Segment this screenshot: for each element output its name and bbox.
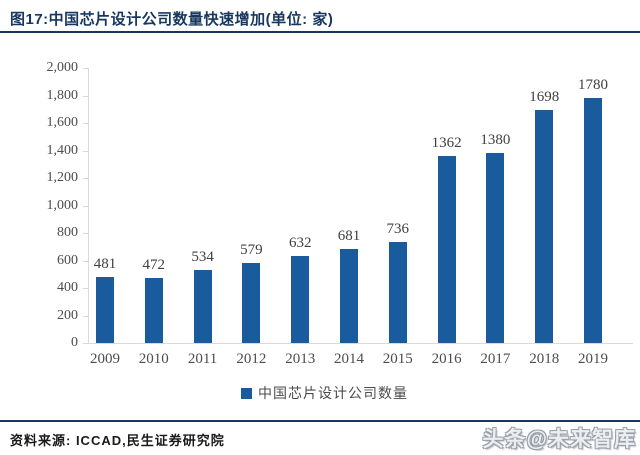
x-axis-tick-label: 2019 bbox=[578, 351, 608, 367]
footer-divider bbox=[0, 420, 640, 422]
y-axis-tick-label: 800 bbox=[57, 225, 78, 240]
x-axis-tick-label: 2011 bbox=[187, 351, 218, 367]
bar-value-label: 632 bbox=[288, 235, 312, 251]
bar-value-label: 736 bbox=[386, 221, 410, 237]
bar-2013 bbox=[291, 256, 310, 343]
y-axis-tick-mark bbox=[83, 288, 88, 289]
legend-label: 中国芯片设计公司数量 bbox=[258, 385, 408, 401]
bar-2011 bbox=[193, 270, 212, 343]
bar-2015 bbox=[388, 242, 407, 343]
bar-value-label: 1780 bbox=[578, 77, 608, 93]
y-axis-tick-mark bbox=[83, 95, 88, 97]
x-axis-tick-label: 2010 bbox=[138, 351, 169, 367]
y-axis-tick-label: 0 bbox=[71, 335, 78, 350]
y-axis-tick-mark bbox=[83, 68, 88, 69]
bar-2019 bbox=[584, 98, 602, 343]
bar-2017 bbox=[486, 153, 505, 343]
x-axis-tick-label: 2013 bbox=[285, 351, 316, 367]
title-divider bbox=[0, 31, 640, 33]
legend-swatch-icon bbox=[241, 387, 252, 399]
y-axis-tick-mark bbox=[83, 178, 88, 179]
bar-value-label: 1362 bbox=[431, 135, 462, 151]
bar-2016 bbox=[437, 156, 456, 343]
bar-value-label: 681 bbox=[337, 228, 361, 244]
x-axis-tick-label: 2014 bbox=[334, 351, 364, 367]
y-axis-tick-label: 1,200 bbox=[46, 170, 79, 185]
bar-2010 bbox=[144, 278, 163, 343]
y-axis-tick-label: 1,800 bbox=[46, 87, 79, 103]
x-axis-tick-label: 2015 bbox=[382, 351, 413, 367]
y-axis-tick-mark bbox=[83, 205, 88, 207]
bar-2012 bbox=[242, 263, 261, 343]
y-axis-tick-label: 1,600 bbox=[46, 115, 79, 130]
y-axis-tick-label: 1,000 bbox=[46, 197, 79, 213]
y-axis-tick-label: 1,400 bbox=[46, 142, 79, 158]
bar-value-label: 472 bbox=[142, 257, 166, 273]
y-axis-tick-mark bbox=[83, 123, 88, 124]
y-axis-tick-label: 400 bbox=[57, 280, 78, 295]
bar-value-label: 1380 bbox=[480, 132, 511, 148]
x-axis-tick-label: 2012 bbox=[236, 351, 267, 367]
bar-2009 bbox=[96, 277, 114, 343]
figure-title: 图17:中国芯片设计公司数量快速增加(单位: 家) bbox=[10, 11, 334, 28]
bar-value-label: 481 bbox=[93, 256, 117, 272]
bar-2014 bbox=[340, 249, 358, 343]
y-axis-line bbox=[88, 68, 89, 344]
y-axis-tick-mark bbox=[83, 315, 88, 317]
x-axis-tick-label: 2018 bbox=[529, 351, 560, 367]
bar-value-label: 1698 bbox=[529, 89, 560, 105]
y-axis-tick-label: 600 bbox=[57, 252, 78, 268]
y-axis-tick-mark bbox=[83, 150, 88, 152]
x-axis-tick-label: 2017 bbox=[480, 351, 511, 367]
y-axis-tick-label: 200 bbox=[57, 307, 78, 323]
y-axis-tick-mark bbox=[83, 260, 88, 262]
bar-2018 bbox=[535, 110, 554, 343]
watermark: 头条@未来智库 bbox=[482, 428, 636, 451]
bar-value-label: 534 bbox=[191, 249, 214, 265]
source-note: 资料来源: ICCAD,民生证券研究院 bbox=[10, 433, 225, 448]
bar-value-label: 579 bbox=[240, 242, 263, 258]
y-axis-tick-mark bbox=[83, 233, 88, 234]
x-axis-tick-label: 2009 bbox=[90, 351, 120, 367]
x-axis-line bbox=[88, 343, 633, 344]
y-axis-tick-label: 2,000 bbox=[46, 60, 79, 75]
y-axis-tick-mark bbox=[83, 343, 88, 344]
legend: 中国芯片设计公司数量 bbox=[241, 383, 408, 403]
x-axis-tick-label: 2016 bbox=[431, 351, 462, 367]
